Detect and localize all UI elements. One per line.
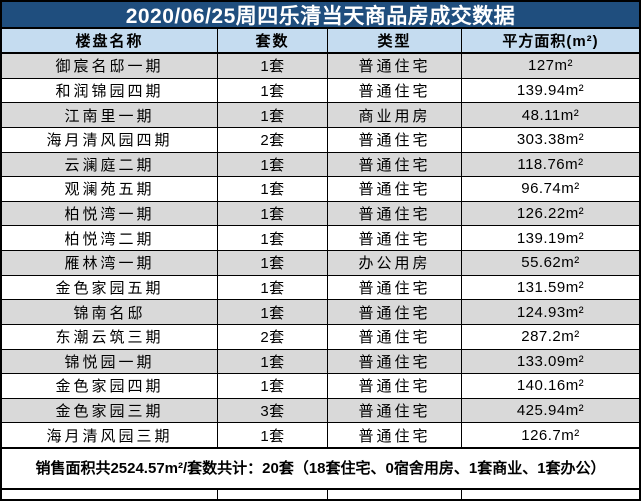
header-area: 平方面积(m²) (502, 33, 599, 50)
type-cell: 普通住宅 (328, 177, 462, 201)
area-cell: 96.74m² (521, 180, 580, 198)
area-cell: 133.09m² (516, 352, 585, 370)
property-name-cell: 江南里一期 (2, 103, 218, 127)
area-cell: 48.11m² (521, 106, 580, 124)
property-name-cell: 海月清风园三期 (2, 423, 218, 447)
area-cell: 127m² (527, 57, 574, 75)
property-name-cell: 金色家园四期 (2, 374, 218, 398)
header-unit-count: 套数 (218, 29, 328, 52)
area-cell: 126.22m² (516, 205, 585, 223)
table-row: 柏悦湾二期 1套 普通住宅 139.19m² (2, 226, 639, 251)
unit-count-cell: 1套 (218, 103, 328, 127)
table-row: 海月清风园四期 2套 普通住宅 303.38m² (2, 127, 639, 153)
area-cell: 287.2m² (521, 328, 580, 346)
unit-count-cell: 1套 (218, 251, 328, 275)
property-name-cell: 雁林湾一期 (2, 251, 218, 275)
area-cell: 126.7m² (521, 426, 580, 444)
property-name-cell: 云澜庭二期 (2, 152, 218, 177)
unit-count-cell: 1套 (218, 374, 328, 398)
partial-cell (2, 490, 218, 499)
unit-count-cell: 1套 (218, 152, 328, 177)
unit-count-cell: 1套 (218, 226, 328, 250)
type-cell: 普通住宅 (328, 374, 462, 398)
table-row: 锦悦园一期 1套 普通住宅 133.09m² (2, 349, 639, 375)
property-name-cell: 锦南名邸 (2, 300, 218, 324)
area-cell: 140.16m² (516, 377, 585, 395)
property-name-cell: 柏悦湾一期 (2, 201, 218, 226)
area-cell: 55.62m² (521, 254, 580, 272)
type-cell: 普通住宅 (328, 78, 462, 103)
unit-count-cell: 1套 (218, 54, 328, 78)
unit-count-cell: 3套 (218, 398, 328, 423)
table-row: 金色家园五期 1套 普通住宅 131.59m² (2, 275, 639, 301)
type-cell: 普通住宅 (328, 152, 462, 177)
type-cell: 办公用房 (328, 251, 462, 275)
type-cell: 普通住宅 (328, 398, 462, 423)
type-cell: 普通住宅 (328, 300, 462, 324)
area-cell: 124.93m² (516, 303, 585, 321)
unit-count-cell: 1套 (218, 177, 328, 201)
partial-cell (328, 490, 462, 499)
type-cell: 普通住宅 (328, 54, 462, 78)
unit-count-cell: 2套 (218, 324, 328, 349)
property-name-cell: 金色家园五期 (2, 275, 218, 300)
area-cell: 131.59m² (516, 278, 585, 296)
property-name-cell: 观澜苑五期 (2, 177, 218, 201)
area-cell: 425.94m² (516, 402, 585, 420)
unit-count-cell: 1套 (218, 423, 328, 447)
unit-count-cell: 1套 (218, 300, 328, 324)
unit-count-cell: 1套 (218, 349, 328, 374)
property-name-cell: 御宸名邸一期 (2, 54, 218, 78)
property-name-cell: 海月清风园四期 (2, 127, 218, 152)
property-name-cell: 柏悦湾二期 (2, 226, 218, 250)
area-cell: 139.94m² (516, 81, 585, 99)
type-cell: 普通住宅 (328, 275, 462, 300)
table-row: 云澜庭二期 1套 普通住宅 118.76m² (2, 152, 639, 178)
area-cell: 118.76m² (517, 155, 584, 173)
property-name-cell: 金色家园三期 (2, 398, 218, 423)
area-cell: 139.19m² (516, 229, 585, 247)
type-cell: 普通住宅 (328, 324, 462, 349)
partial-cell (462, 490, 639, 499)
unit-count-cell: 2套 (218, 127, 328, 152)
table-row: 金色家园四期 1套 普通住宅 140.16m² (2, 374, 639, 399)
area-cell: 303.38m² (516, 131, 585, 149)
table-row: 锦南名邸 1套 普通住宅 124.93m² (2, 300, 639, 325)
type-cell: 商业用房 (328, 103, 462, 127)
type-cell: 普通住宅 (328, 349, 462, 374)
property-name-cell: 和润锦园四期 (2, 78, 218, 103)
type-cell: 普通住宅 (328, 201, 462, 226)
unit-count-cell: 1套 (218, 78, 328, 103)
partial-cell (218, 490, 328, 499)
table-header: 楼盘名称 套数 类型 平方面积(m²) (2, 29, 639, 54)
summary-text: 销售面积共2524.57m²/套数共计：20套（18套住宅、0宿舍用房、1套商业… (35, 459, 606, 477)
summary-row: 销售面积共2524.57m²/套数共计：20套（18套住宅、0宿舍用房、1套商业… (2, 447, 639, 490)
table-body: 御宸名邸一期 1套 普通住宅 127m² 和润锦园四期 1套 普通住宅 139.… (2, 54, 639, 447)
page-title: 2020/06/25周四乐清当天商品房成交数据 (2, 2, 639, 29)
header-type: 类型 (328, 29, 462, 52)
table-row: 雁林湾一期 1套 办公用房 55.62m² (2, 251, 639, 276)
unit-count-cell: 1套 (218, 201, 328, 226)
table-row: 和润锦园四期 1套 普通住宅 139.94m² (2, 78, 639, 104)
type-cell: 普通住宅 (328, 127, 462, 152)
table-row: 柏悦湾一期 1套 普通住宅 126.22m² (2, 201, 639, 227)
table-row: 海月清风园三期 1套 普通住宅 126.7m² (2, 423, 639, 447)
partial-bottom-row (2, 490, 639, 499)
header-property-name: 楼盘名称 (2, 29, 218, 52)
property-name-cell: 东潮云筑三期 (2, 324, 218, 349)
table-row: 东潮云筑三期 2套 普通住宅 287.2m² (2, 324, 639, 350)
table-row: 江南里一期 1套 商业用房 48.11m² (2, 103, 639, 128)
type-cell: 普通住宅 (328, 226, 462, 250)
table-row: 观澜苑五期 1套 普通住宅 96.74m² (2, 177, 639, 202)
table-row: 金色家园三期 3套 普通住宅 425.94m² (2, 398, 639, 424)
unit-count-cell: 1套 (218, 275, 328, 300)
property-name-cell: 锦悦园一期 (2, 349, 218, 374)
type-cell: 普通住宅 (328, 423, 462, 447)
table-row: 御宸名邸一期 1套 普通住宅 127m² (2, 54, 639, 79)
